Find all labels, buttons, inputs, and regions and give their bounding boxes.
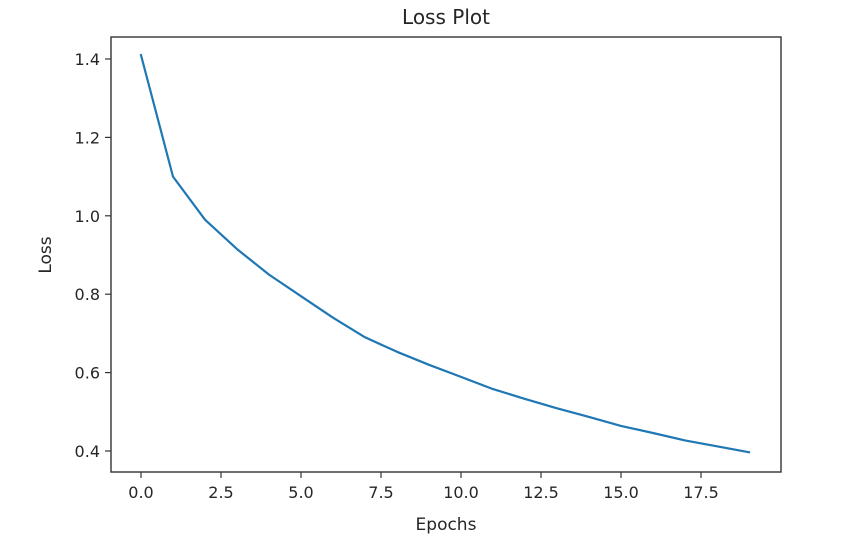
axes-frame bbox=[110, 36, 782, 473]
series-line-loss bbox=[139, 53, 751, 454]
x-tick-label: 0.0 bbox=[128, 483, 153, 502]
x-tick-label: 2.5 bbox=[208, 483, 233, 502]
y-tick-label: 1.4 bbox=[75, 50, 100, 69]
x-tick-label: 7.5 bbox=[368, 483, 393, 502]
x-axis-ticks: 0.0 2.5 5.0 7.5 10.0 12.5 15.0 17.5 bbox=[128, 472, 719, 502]
x-tick-label: 5.0 bbox=[288, 483, 313, 502]
x-axis-label: Epochs bbox=[416, 515, 477, 535]
y-tick-label: 0.8 bbox=[75, 285, 100, 304]
y-axis-label: Loss bbox=[36, 236, 56, 273]
y-axis-ticks: 0.4 0.6 0.8 1.0 1.2 1.4 bbox=[75, 50, 111, 461]
x-tick-label: 10.0 bbox=[443, 483, 479, 502]
series-layer bbox=[139, 53, 751, 454]
plot-area bbox=[110, 36, 782, 473]
x-tick-label: 12.5 bbox=[523, 483, 559, 502]
chart-title: Loss Plot bbox=[402, 5, 490, 29]
y-tick-label: 1.2 bbox=[75, 128, 100, 147]
y-tick-label: 1.0 bbox=[75, 207, 100, 226]
y-tick-label: 0.6 bbox=[75, 364, 100, 383]
y-tick-label: 0.4 bbox=[75, 442, 100, 461]
x-tick-label: 17.5 bbox=[683, 483, 719, 502]
x-tick-label: 15.0 bbox=[603, 483, 639, 502]
